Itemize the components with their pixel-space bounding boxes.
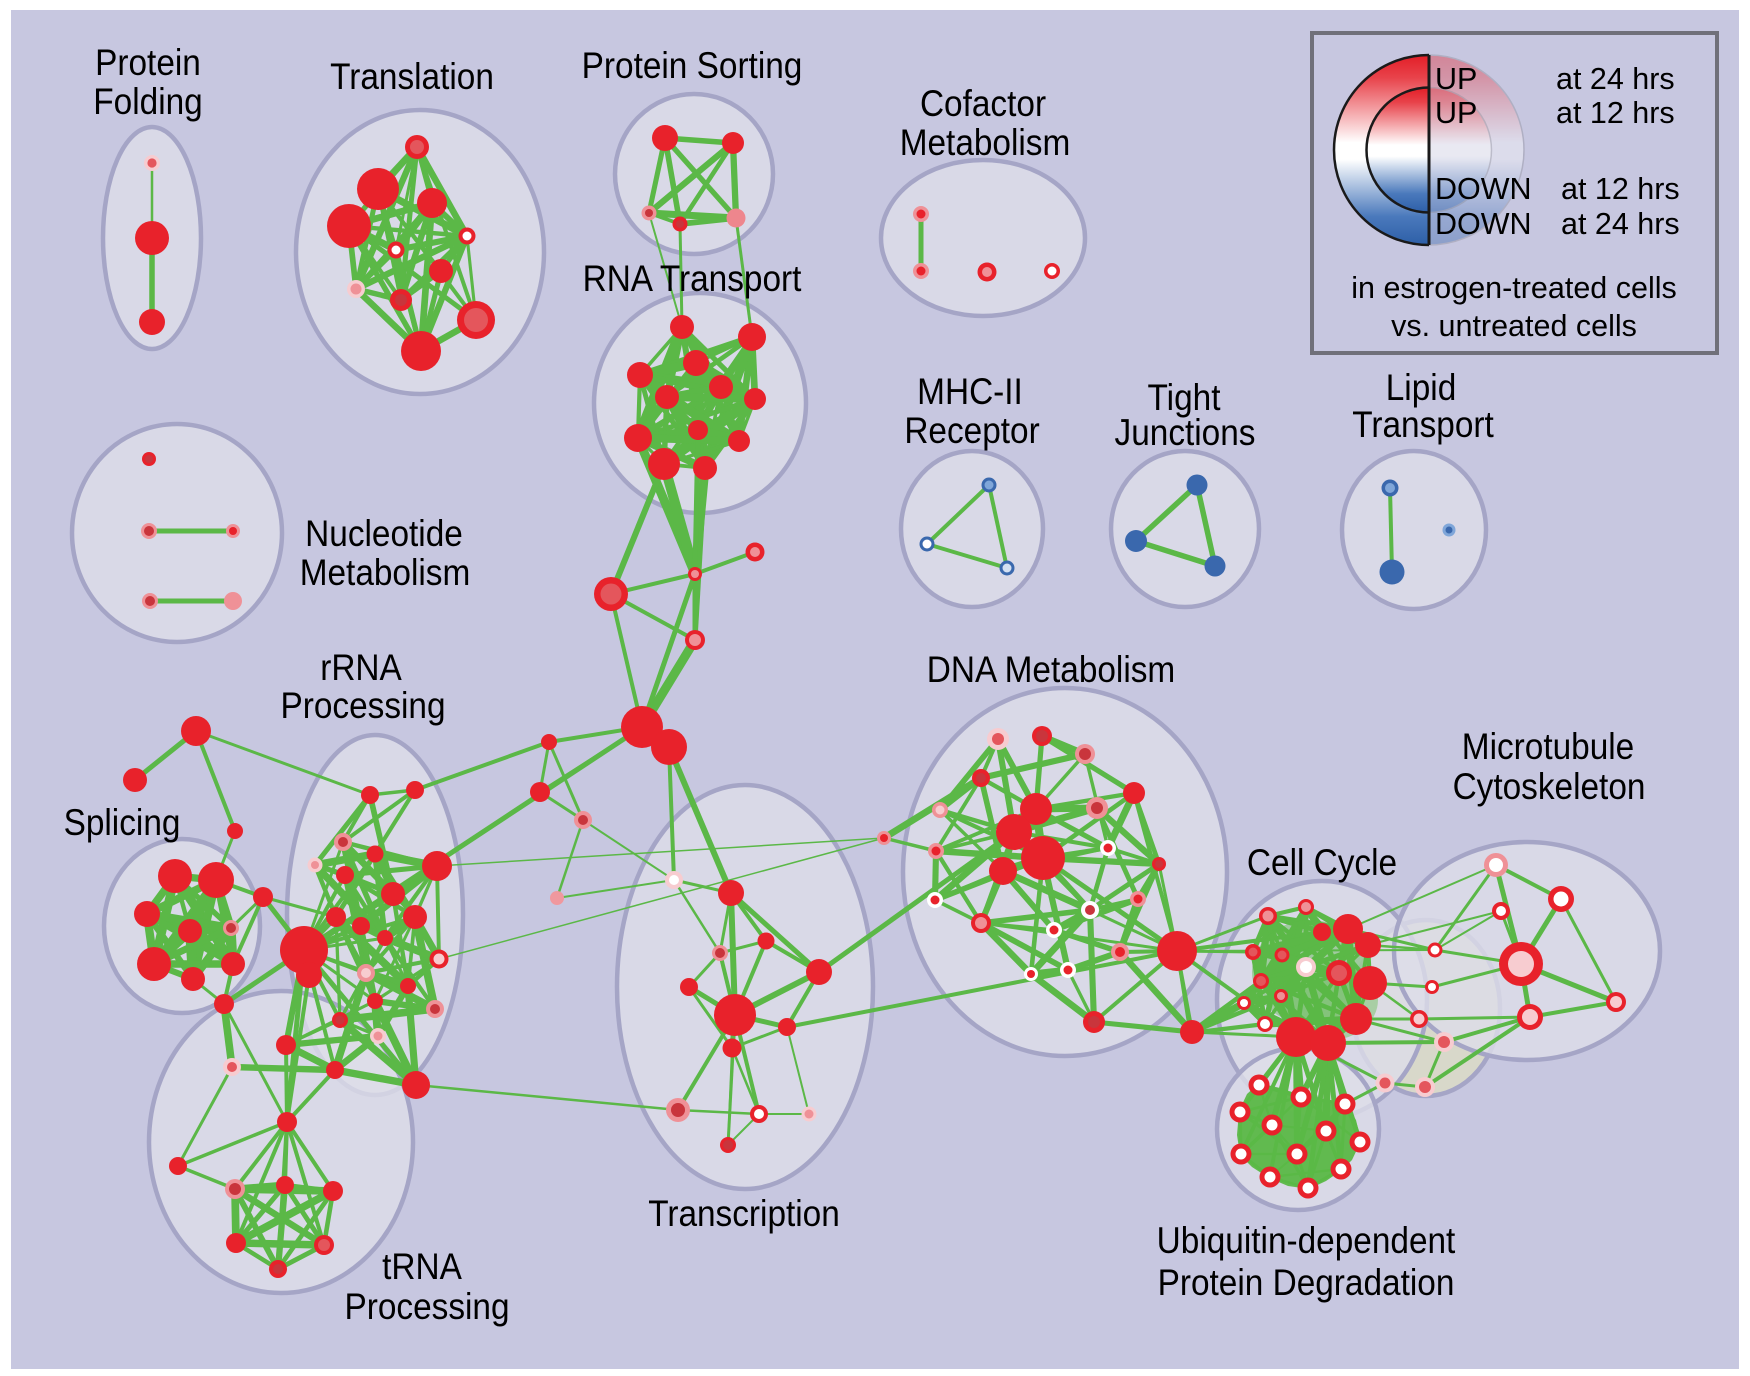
svg-text:tRNA: tRNA (382, 1245, 462, 1287)
svg-text:Protein: Protein (95, 41, 201, 83)
svg-text:Protein Degradation: Protein Degradation (1158, 1261, 1455, 1303)
svg-text:at 24 hrs: at 24 hrs (1556, 62, 1675, 96)
svg-text:Cytoskeleton: Cytoskeleton (1453, 765, 1646, 807)
svg-text:Lipid: Lipid (1386, 366, 1457, 408)
svg-text:DOWN: DOWN (1435, 172, 1532, 206)
svg-text:Splicing: Splicing (64, 801, 181, 843)
svg-text:vs. untreated cells: vs. untreated cells (1391, 309, 1637, 343)
svg-text:Metabolism: Metabolism (300, 551, 471, 593)
svg-text:at 12 hrs: at 12 hrs (1556, 96, 1675, 130)
svg-text:Nucleotide: Nucleotide (305, 512, 463, 554)
svg-text:Ubiquitin-dependent: Ubiquitin-dependent (1157, 1219, 1456, 1261)
svg-text:in estrogen-treated cells: in estrogen-treated cells (1351, 271, 1677, 305)
svg-text:UP: UP (1435, 62, 1477, 96)
svg-text:Cofactor: Cofactor (920, 82, 1046, 124)
svg-text:at 24 hrs: at 24 hrs (1561, 207, 1680, 241)
svg-text:Transcription: Transcription (648, 1192, 840, 1234)
svg-text:MHC-II: MHC-II (917, 370, 1023, 412)
svg-text:DNA Metabolism: DNA Metabolism (927, 648, 1175, 690)
svg-text:UP: UP (1435, 96, 1477, 130)
svg-text:Protein Sorting: Protein Sorting (582, 44, 803, 86)
svg-text:Transport: Transport (1352, 403, 1494, 445)
svg-text:Processing: Processing (280, 684, 445, 726)
svg-text:Metabolism: Metabolism (900, 121, 1071, 163)
svg-text:Processing: Processing (344, 1285, 509, 1327)
svg-text:Junctions: Junctions (1115, 411, 1256, 453)
svg-text:Translation: Translation (330, 55, 494, 97)
svg-text:at 12 hrs: at 12 hrs (1561, 172, 1680, 206)
svg-text:Folding: Folding (93, 80, 202, 122)
svg-text:Receptor: Receptor (904, 409, 1040, 451)
svg-text:Microtubule: Microtubule (1462, 725, 1634, 767)
svg-text:Tight: Tight (1148, 376, 1221, 418)
svg-text:rRNA: rRNA (320, 646, 402, 688)
svg-text:DOWN: DOWN (1435, 207, 1532, 241)
svg-text:Cell Cycle: Cell Cycle (1247, 841, 1397, 883)
svg-text:RNA Transport: RNA Transport (583, 257, 802, 299)
